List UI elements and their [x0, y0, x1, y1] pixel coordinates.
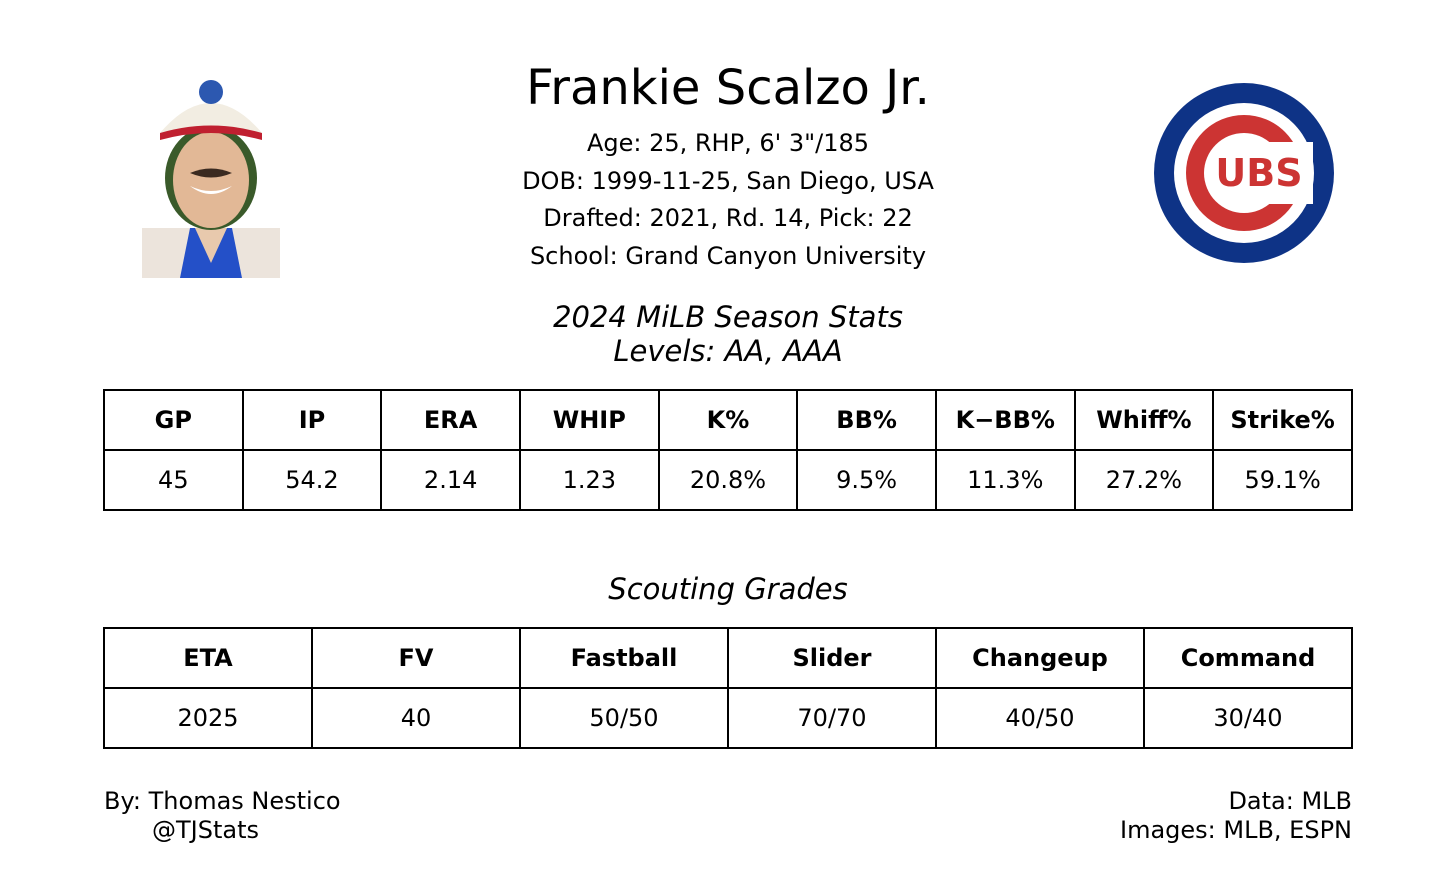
cell: 54.2 — [241, 449, 383, 511]
cell: 1.23 — [518, 449, 660, 511]
source-line: Data: MLB — [1228, 787, 1352, 815]
info-line: Age: 25, RHP, 6' 3"/185 — [586, 129, 870, 157]
info-line: Drafted: 2021, Rd. 14, Pick: 22 — [543, 204, 913, 232]
column-header: FV — [311, 627, 521, 689]
column-header: WHIP — [518, 389, 660, 451]
info-line: DOB: 1999-11-25, San Diego, USA — [522, 166, 934, 195]
cell: 40/50 — [935, 687, 1145, 749]
column-header: Slider — [727, 627, 937, 689]
logo-text: UBS — [1215, 151, 1302, 195]
column-header: IP — [241, 389, 383, 451]
header-row: ETA FV Fastball Slider Changeup Command — [103, 627, 1353, 689]
credit-line: By: Thomas Nestico — [104, 787, 341, 815]
grades-table: ETA FV Fastball Slider Changeup Command 2025 40… — [103, 627, 1353, 749]
grades-title: Scouting Grades — [608, 572, 848, 606]
header-row: GP IP ERA WHIP K% BB% K−BB% Whiff% Strike% — [103, 389, 1353, 451]
cell: 9.5% — [796, 449, 937, 511]
cell: 11.3% — [934, 449, 1076, 511]
source-line: Images: MLB, ESPN — [1119, 816, 1352, 844]
cell: 2025 — [103, 687, 313, 749]
info-line: School: Grand Canyon University — [529, 241, 927, 270]
player-name: Frankie Scalzo Jr. — [526, 60, 930, 116]
column-header: Fastball — [519, 627, 729, 689]
credit: By: Thomas Nestico @TJStats — [104, 787, 341, 845]
column-header: GP — [103, 389, 244, 451]
column-header: ERA — [380, 389, 521, 451]
column-header: Whiff% — [1073, 389, 1215, 451]
cell: 30/40 — [1143, 687, 1353, 749]
sources: Data: MLB Images: MLB, ESPN — [1120, 787, 1352, 845]
column-header: Changeup — [935, 627, 1145, 689]
cell: 40 — [311, 687, 521, 749]
column-header: K−BB% — [934, 389, 1076, 451]
stats-table: GP IP ERA WHIP K% BB% K−BB% Whiff% Strike% 45 54.2… — [103, 389, 1353, 511]
value-row: 2025 40 50/50 70/70 40/50 30/40 — [103, 687, 1353, 749]
cell: 20.8% — [657, 449, 799, 511]
value-row: 45 54.2 2.14 1.23 20.8% 9.5% 11.3% 27.2% 59.1% — [103, 449, 1353, 511]
stats-subtitle: Levels: AA, AAA — [613, 334, 843, 368]
column-header: K% — [657, 389, 799, 451]
team-logo: UBS — [1154, 83, 1334, 263]
column-header: BB% — [796, 389, 937, 451]
stats-title: 2024 MiLB Season Stats — [553, 300, 903, 334]
cell: 50/50 — [519, 687, 729, 749]
column-header: Command — [1143, 627, 1353, 689]
player-info: Age: 25, RHP, 6' 3"/185 DOB: 1999-11-25, … — [0, 125, 1456, 275]
cell: 27.2% — [1073, 449, 1215, 511]
column-header: Strike% — [1212, 389, 1353, 451]
cell: 70/70 — [727, 687, 937, 749]
column-header: ETA — [103, 627, 313, 689]
cell: 45 — [103, 449, 244, 511]
cell: 59.1% — [1212, 449, 1353, 511]
credit-line: @TJStats — [152, 816, 260, 844]
player-photo — [142, 80, 280, 278]
cell: 2.14 — [380, 449, 521, 511]
